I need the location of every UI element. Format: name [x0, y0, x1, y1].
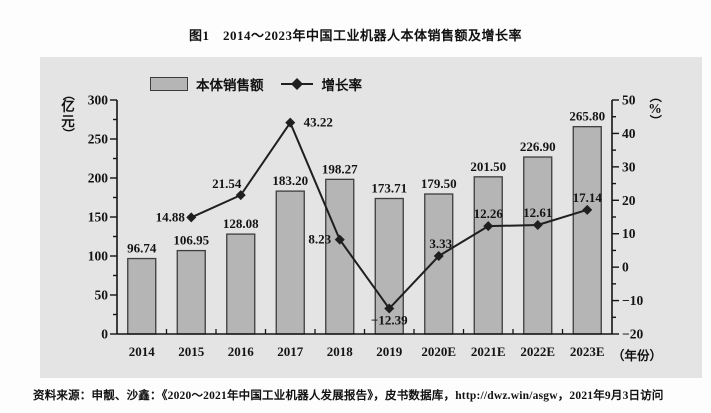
source-note: 资料来源：申靓、沙鑫：《2020～2021年中国工业机器人发展报告》，皮书数据库… [33, 390, 664, 402]
right-tick-label: 10 [622, 226, 636, 241]
unit-paren: （ [648, 90, 663, 103]
figure-title: 图1 2014～2023年中国工业机器人本体销售额及增长率 [188, 28, 522, 43]
line-value-2018: 8.23 [308, 232, 331, 247]
left-axis-unit: （亿元） [57, 88, 79, 140]
left-tick-label: 250 [88, 132, 109, 147]
legend-bar-label: 本体销售额 [196, 78, 264, 93]
unit-paren: （ [61, 88, 76, 101]
right-tick-label: 50 [622, 93, 636, 108]
x-label-2016: 2016 [228, 344, 255, 359]
right-tick-label: 30 [622, 159, 636, 174]
left-tick-label: 50 [95, 288, 109, 303]
line-marker-2020E [433, 251, 444, 262]
x-label-2015: 2015 [178, 344, 205, 359]
bar-2023E [572, 126, 602, 335]
line-marker-2022E [532, 219, 543, 230]
unit-char: 亿 [61, 99, 75, 114]
left-tick-label: 300 [88, 93, 109, 108]
right-tick-label: −10 [622, 293, 643, 308]
left-tick-label: 100 [88, 249, 109, 264]
legend-line-label: 增长率 [321, 78, 363, 93]
unit-char: 元 [61, 114, 75, 130]
line-value-2021E: 12.26 [474, 206, 504, 221]
left-tick-label: 0 [101, 327, 108, 342]
bar-2021E [473, 176, 503, 335]
bar-2016 [226, 233, 256, 335]
right-tick-label: 40 [622, 126, 636, 141]
bar-value-2014: 96.74 [127, 241, 157, 256]
line-marker-2019 [384, 303, 395, 314]
bar-value-2019: 173.71 [371, 181, 407, 196]
bar-2022E [523, 156, 553, 335]
bar-2014 [127, 257, 157, 335]
right-tick-label: −20 [622, 327, 643, 342]
x-label-2022E: 2022E [520, 344, 555, 359]
x-axis-unit: （年份） [612, 349, 663, 363]
bar-2015 [176, 249, 206, 335]
line-marker-2016 [235, 190, 246, 201]
line-value-2019: −12.39 [371, 313, 408, 328]
line-value-2020E: 3.33 [429, 236, 452, 251]
unit-paren: ） [61, 127, 76, 140]
right-axis-unit: （%） [644, 90, 666, 127]
bar-value-2021E: 201.50 [470, 159, 506, 174]
x-label-2017: 2017 [277, 344, 304, 359]
x-label-2019: 2019 [376, 344, 403, 359]
line-value-2016: 21.54 [212, 176, 242, 191]
bar-2018 [325, 178, 355, 335]
x-label-2023E: 2023E [570, 344, 605, 359]
line-marker-2021E [483, 221, 494, 232]
chart-legend: 本体销售额 增长率 [150, 74, 378, 94]
x-label-2018: 2018 [327, 344, 354, 359]
legend-line-swatch-icon [280, 78, 313, 90]
line-value-2015: 14.88 [156, 209, 186, 224]
legend-bar-swatch-icon [150, 77, 188, 91]
unit-char: % [648, 101, 662, 116]
right-tick-label: 20 [622, 193, 636, 208]
x-label-2020E: 2020E [421, 344, 456, 359]
x-label-2014: 2014 [129, 344, 156, 359]
left-tick-label: 150 [88, 210, 109, 225]
bar-value-2016: 128.08 [223, 216, 259, 231]
bar-value-2017: 183.20 [272, 173, 308, 188]
line-marker-2015 [186, 212, 197, 223]
bar-value-2018: 198.27 [322, 161, 358, 176]
bar-value-2022E: 226.90 [520, 139, 556, 154]
line-marker-2018 [334, 234, 345, 245]
bar-value-2023E: 265.80 [569, 109, 605, 124]
line-value-2022E: 12.61 [523, 205, 552, 220]
bar-2020E [424, 193, 454, 335]
unit-paren: ） [648, 114, 663, 127]
bar-2017 [275, 190, 305, 335]
line-marker-2023E [582, 204, 593, 215]
right-tick-label: 0 [622, 260, 629, 275]
line-value-2023E: 17.14 [573, 190, 603, 205]
line-value-2017: 43.22 [304, 115, 333, 130]
bar-value-2015: 106.95 [173, 233, 209, 248]
x-label-2021E: 2021E [471, 344, 506, 359]
bar-value-2020E: 179.50 [421, 176, 457, 191]
left-tick-label: 200 [88, 171, 109, 186]
line-marker-2017 [285, 117, 296, 128]
